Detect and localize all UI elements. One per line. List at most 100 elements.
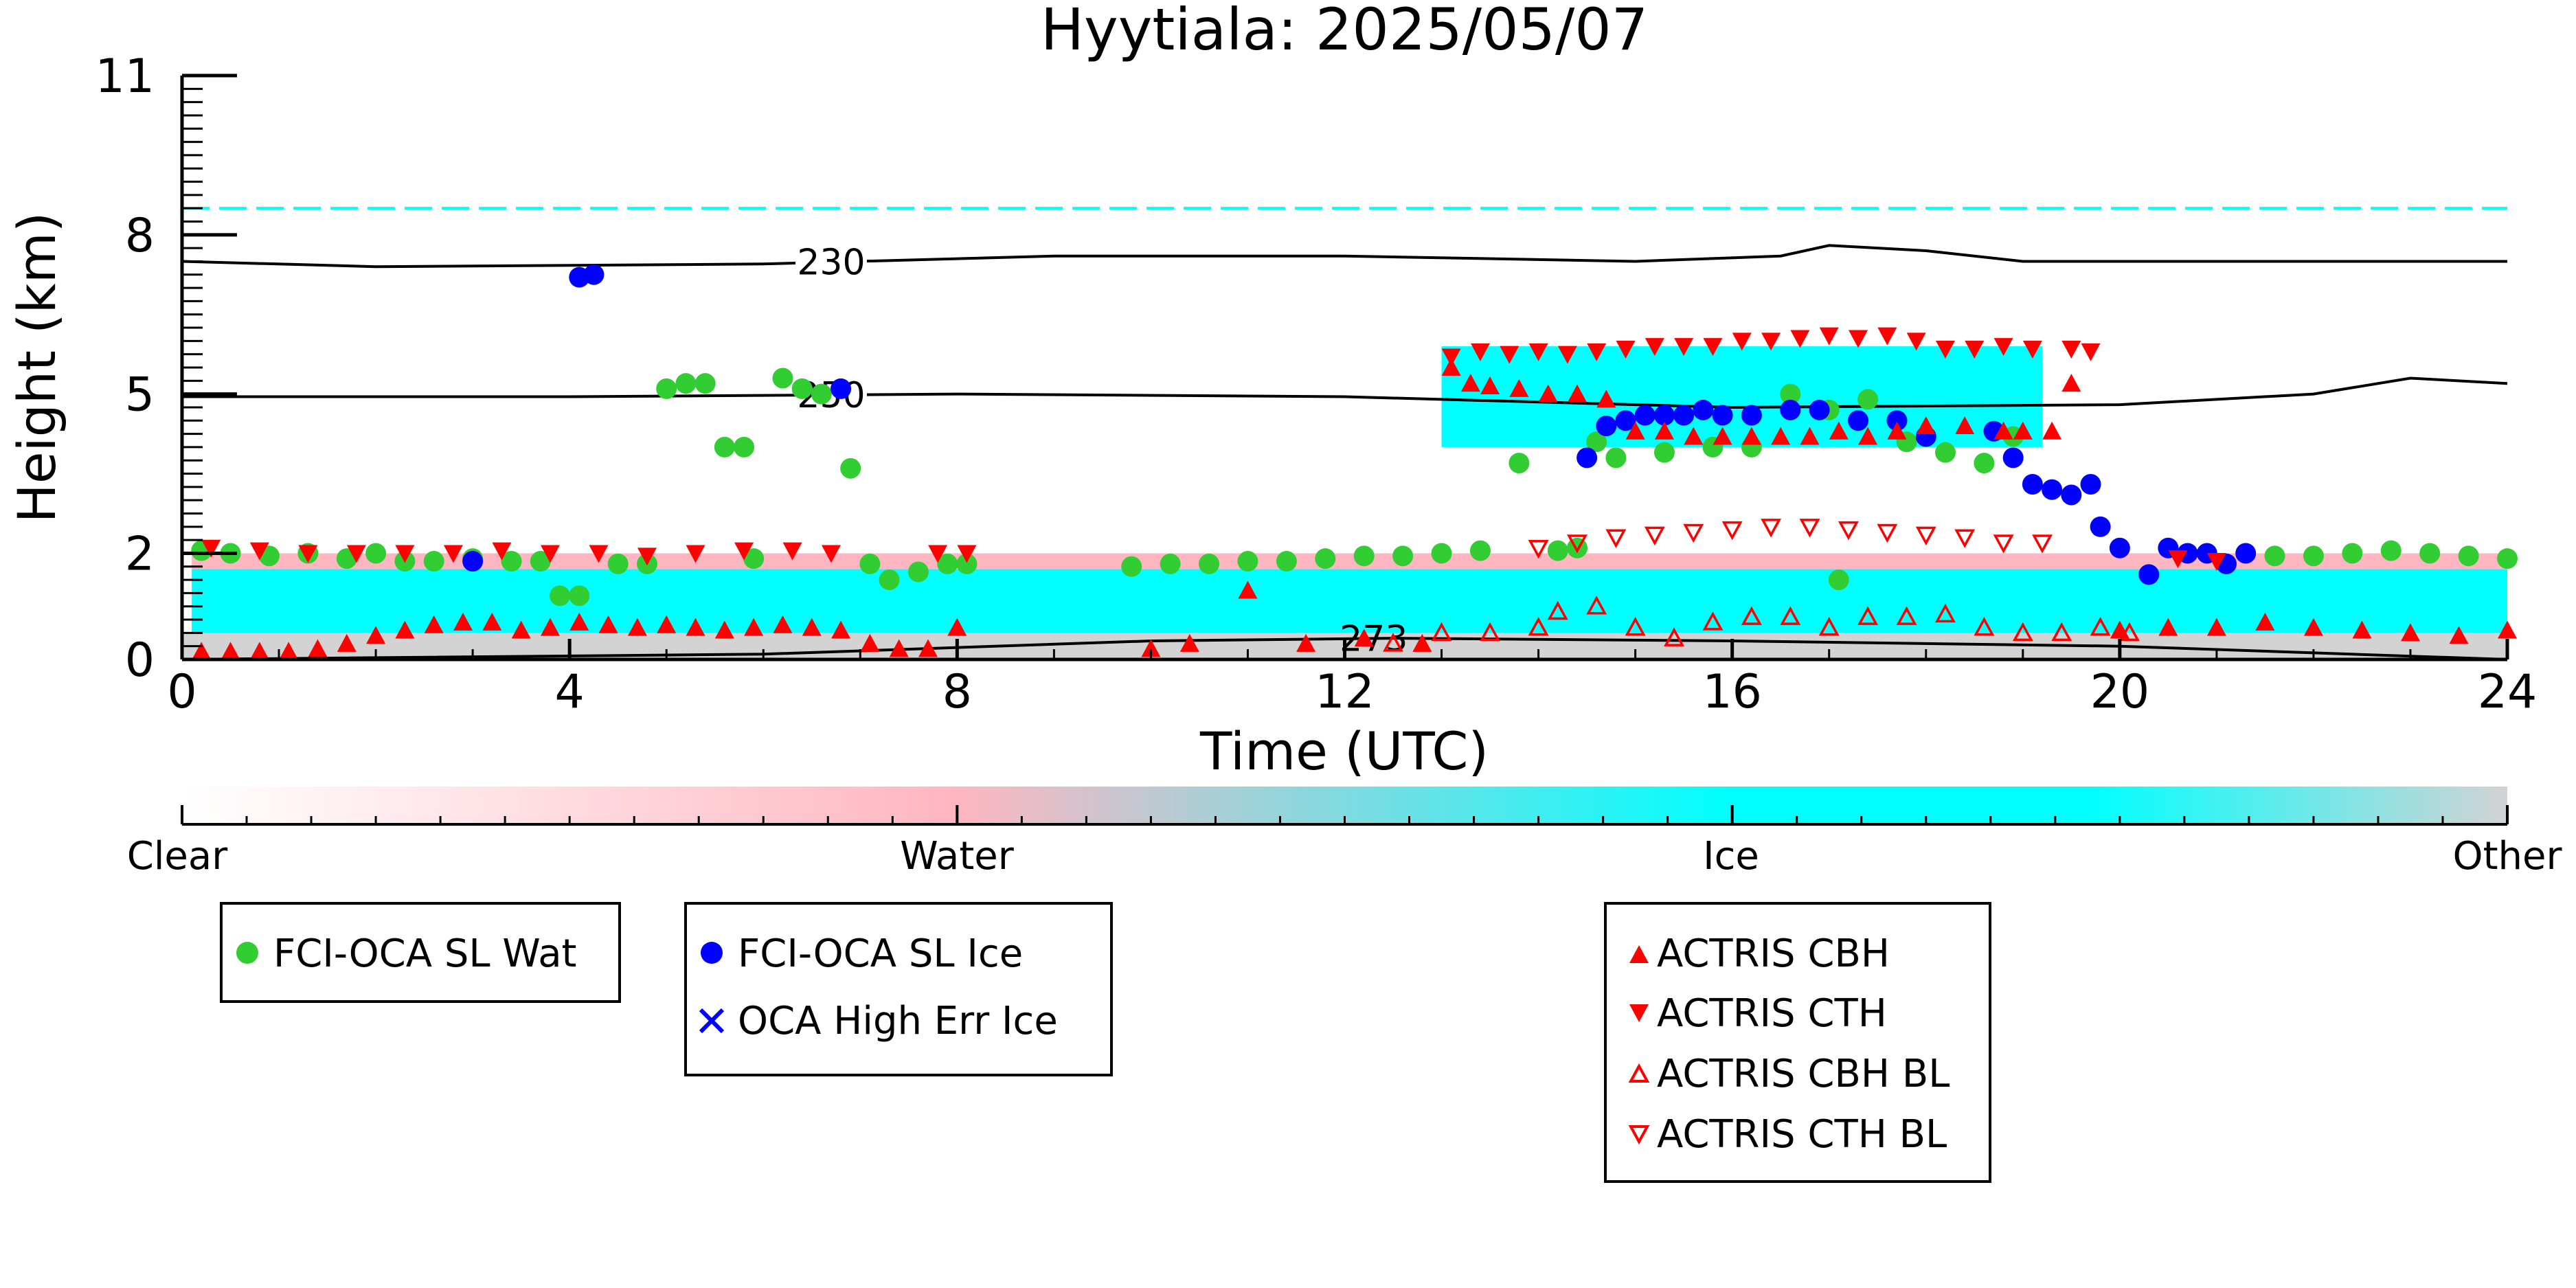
- fci-oca-sl-wat-point-26: [879, 569, 900, 591]
- actris-cth-point-29: [1819, 327, 1839, 346]
- fci-oca-sl-wat-point-13: [607, 553, 629, 574]
- colorbar-label-ice: Ice: [1703, 834, 1759, 879]
- fci-oca-sl-wat-point-9: [501, 551, 522, 572]
- actris-cth-point-11: [734, 542, 754, 561]
- actris-cbh-point-14: [598, 615, 618, 633]
- actris-cbh-point-64: [2498, 620, 2517, 639]
- actris-cbh-bl-point-4: [1547, 600, 1568, 620]
- actris-cbh-bl-point-6: [1625, 616, 1646, 636]
- actris-cbh-bl-point-16: [2012, 622, 2033, 642]
- legend-label-cbh-bl: ACTRIS CBH BL: [1657, 1052, 1950, 1096]
- actris-cth-bl-point-1: [1567, 534, 1588, 554]
- actris-cth-point-6: [492, 542, 512, 561]
- fci-oca-sl-ice-point-20: [2022, 474, 2043, 495]
- actris-cbh-point-54: [2042, 421, 2062, 440]
- fci-oca-sl-wat-point-56: [2264, 545, 2285, 567]
- actris-cbh-point-30: [1296, 633, 1316, 652]
- actris-cth-point-23: [1645, 338, 1664, 357]
- actris-cbh-point-17: [686, 618, 705, 636]
- field-region-1: [192, 553, 2507, 569]
- actris-cbh-bl-point-17: [2051, 622, 2072, 642]
- actris-cbh-bl-point-0: [1383, 633, 1403, 652]
- fci-oca-sl-wat-point-61: [2458, 545, 2479, 567]
- actris-cth-point-36: [2022, 340, 2042, 359]
- fci-oca-sl-wat-point-37: [1392, 545, 1414, 567]
- actris-cbh-point-13: [569, 612, 589, 631]
- actris-cth-point-27: [1761, 332, 1781, 351]
- fci-oca-sl-ice-point-11: [1712, 405, 1733, 426]
- actris-cbh-point-38: [1568, 384, 1587, 403]
- fci-oca-sl-wat-point-15: [656, 378, 677, 399]
- actris-cth-bl-point-5: [1721, 521, 1743, 541]
- fci-oca-sl-wat-point-18: [714, 436, 735, 457]
- fci-oca-sl-wat-point-40: [1509, 453, 1530, 474]
- fci-oca-sl-wat-point-48: [1780, 383, 1801, 405]
- fci-oca-sl-ice-point-5: [1596, 416, 1617, 436]
- y-tick-label-2: 2: [125, 527, 155, 581]
- actris-cbh-point-15: [627, 618, 647, 636]
- actris-cbh-point-5: [337, 633, 357, 652]
- actris-cbh-point-29: [1238, 580, 1258, 599]
- actris-cbh-point-51: [1955, 416, 1975, 434]
- fci-oca-sl-ice-point-24: [2090, 516, 2111, 537]
- actris-cbh-point-60: [2303, 618, 2323, 636]
- x-tick-label-4: 4: [555, 665, 585, 719]
- fci-oca-sl-ice-point-22: [2061, 484, 2082, 506]
- legend-marker-cbh-bl: [1628, 1063, 1650, 1083]
- actris-cth-bl-point-13: [2032, 534, 2053, 554]
- colorbar-label-water: Water: [900, 834, 1015, 879]
- actris-cth-bl-point-6: [1761, 519, 1782, 538]
- actris-cth-point-21: [1587, 343, 1607, 361]
- actris-cth-point-12: [782, 542, 802, 561]
- actris-cbh-point-28: [1179, 633, 1199, 652]
- fci-oca-sl-ice-point-4: [1577, 447, 1598, 468]
- actris-cth-bl-point-2: [1605, 529, 1627, 548]
- actris-cth-point-17: [1470, 343, 1490, 361]
- actris-cth-point-34: [1965, 340, 1985, 359]
- fci-oca-sl-wat-point-17: [694, 373, 716, 394]
- fci-oca-sl-wat-point-59: [2380, 540, 2402, 561]
- actris-cbh-bl-point-8: [1702, 611, 1724, 631]
- isotherm-label-bg-230: [795, 242, 867, 282]
- fci-oca-sl-ice-point-21: [2042, 479, 2063, 500]
- fci-oca-sl-wat-point-35: [1315, 548, 1336, 569]
- actris-cbh-point-6: [366, 626, 386, 644]
- legend-label-cth-bl: ACTRIS CTH BL: [1657, 1112, 1947, 1157]
- actris-cbh-point-37: [1538, 384, 1558, 403]
- actris-cbh-point-41: [1654, 421, 1674, 440]
- actris-cbh-bl-point-5: [1586, 596, 1607, 615]
- actris-cth-point-13: [821, 545, 841, 563]
- actris-cth-point-37: [2061, 340, 2081, 359]
- actris-cth-bl-point-3: [1644, 526, 1665, 546]
- actris-cbh-bl-point-1: [1431, 622, 1452, 642]
- fci-oca-sl-wat-point-7: [423, 551, 444, 572]
- fci-oca-sl-wat-point-60: [2419, 543, 2441, 564]
- actris-cbh-bl-point-3: [1528, 616, 1549, 636]
- fci-oca-sl-ice-point-25: [2109, 537, 2130, 558]
- fci-oca-sl-wat-point-34: [1276, 551, 1297, 572]
- axes: 0 4 8 12 16 20 24 0 2 5 8 11: [95, 49, 2537, 719]
- actris-cbh-point-57: [2158, 618, 2178, 636]
- actris-cth-point-9: [637, 547, 657, 566]
- actris-cth-bl-point-0: [1528, 539, 1549, 559]
- legend-label-sl-ice: FCI-OCA SL Ice: [738, 931, 1023, 976]
- fci-oca-sl-ice-point-3: [831, 378, 852, 399]
- actris-cbh-point-26: [947, 618, 967, 636]
- actris-cbh-point-1: [221, 642, 240, 660]
- fci-oca-sl-wat-point-54: [1974, 453, 1995, 474]
- actris-cth-point-35: [1993, 338, 2013, 357]
- actris-cbh-bl-point-18: [2090, 616, 2111, 636]
- actris-cbh-point-45: [1771, 427, 1791, 445]
- actris-cbh-point-59: [2255, 612, 2275, 631]
- fci-oca-sl-wat-point-36: [1353, 545, 1375, 567]
- legend-marker-cth: [1629, 1004, 1649, 1022]
- actris-cth-point-0: [201, 539, 221, 558]
- actris-cbh-point-50: [1916, 416, 1936, 434]
- x-tick-label-16: 16: [1702, 665, 1762, 719]
- actris-cth-point-31: [1877, 327, 1897, 346]
- actris-cbh-point-10: [482, 612, 502, 631]
- actris-cbh-point-25: [918, 639, 938, 657]
- actris-cbh-bl-point-15: [1974, 616, 1995, 636]
- isotherm-230: [182, 244, 2507, 269]
- actris-cbh-point-9: [453, 612, 473, 631]
